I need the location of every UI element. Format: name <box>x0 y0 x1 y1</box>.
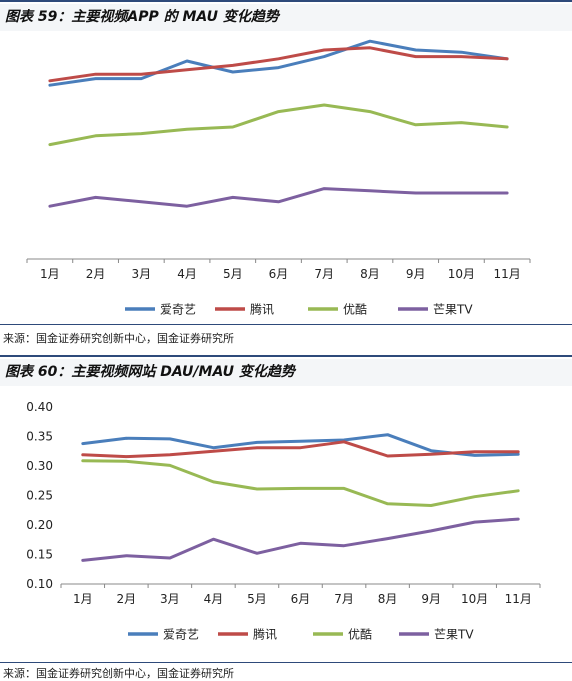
y-tick-label: 0.10 <box>26 577 53 591</box>
x-tick-label: 7月 <box>314 267 334 281</box>
x-tick-label: 5月 <box>247 592 267 606</box>
series-line-4 <box>81 517 520 562</box>
y-tick-label: 0.40 <box>26 400 53 414</box>
x-tick-label: 9月 <box>421 592 441 606</box>
legend-label: 爱奇艺 <box>160 303 196 317</box>
top-rule <box>0 355 572 357</box>
x-tick-label: 4月 <box>204 592 224 606</box>
x-tick-label: 11月 <box>505 592 532 606</box>
legend-label: 优酷 <box>348 628 372 642</box>
x-tick-label: 8月 <box>360 267 380 281</box>
y-tick-label: 0.30 <box>26 459 53 473</box>
x-tick-label: 4月 <box>177 267 197 281</box>
x-tick-label: 10月 <box>448 267 475 281</box>
x-tick-label: 10月 <box>461 592 488 606</box>
top-rule <box>0 0 572 2</box>
x-tick-label: 5月 <box>223 267 243 281</box>
series-line-2 <box>48 46 509 83</box>
source-rule <box>0 662 572 663</box>
figure-59-source: 来源：国金证券研究创新中心，国金证券研究所 <box>3 332 234 345</box>
legend-label: 腾讯 <box>253 627 277 642</box>
legend-label: 优酷 <box>343 303 367 317</box>
legend-label: 腾讯 <box>250 302 274 317</box>
source-rule <box>0 324 572 325</box>
x-tick-label: 6月 <box>291 592 311 606</box>
legend-label: 爱奇艺 <box>163 628 199 642</box>
figure-60-source: 来源：国金证券研究创新中心，国金证券研究所 <box>3 667 234 680</box>
dau-mau-line-chart: 1月 2月 3月 4月 5月 6月 7月 8月 9月 10月 11月 0.10 0.15 0.20 0.25… <box>26 400 541 642</box>
x-tick-label: 2月 <box>116 592 136 606</box>
x-tick-label: 2月 <box>86 267 106 281</box>
figure-59-title: 图表 59：主要视频APP 的 MAU 变化趋势 <box>0 4 572 31</box>
x-tick-label: 11月 <box>493 267 520 281</box>
y-tick-label: 0.25 <box>26 489 53 503</box>
series-line-3 <box>81 459 520 507</box>
x-tick-label: 7月 <box>334 592 354 606</box>
legend-label: 芒果TV <box>434 627 474 642</box>
x-tick-label: 3月 <box>131 267 151 281</box>
figure-60-title: 图表 60：主要视频网站 DAU/MAU 变化趋势 <box>0 359 572 386</box>
x-tick-label: 1月 <box>40 267 60 281</box>
series-line-3 <box>48 103 509 147</box>
legend-label: 芒果TV <box>433 302 473 317</box>
x-tick-label: 8月 <box>378 592 398 606</box>
x-tick-label: 1月 <box>73 592 93 606</box>
series-line-2 <box>81 440 520 459</box>
x-tick-label: 6月 <box>269 267 289 281</box>
x-tick-label: 9月 <box>406 267 426 281</box>
series-line-1 <box>48 39 509 87</box>
y-tick-label: 0.15 <box>26 548 53 562</box>
y-tick-label: 0.20 <box>26 518 53 532</box>
x-tick-label: 3月 <box>160 592 180 606</box>
y-tick-label: 0.35 <box>26 430 53 444</box>
series-line-4 <box>48 187 509 208</box>
